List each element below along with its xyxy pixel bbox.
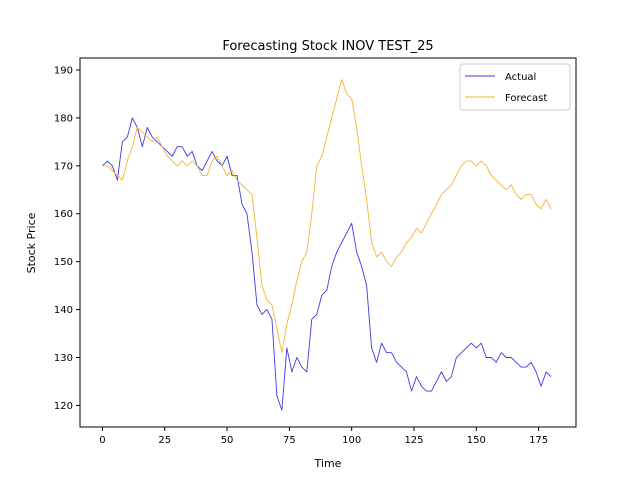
y-tick-label: 180 bbox=[54, 113, 73, 124]
x-tick-label: 25 bbox=[158, 435, 171, 446]
axes-frame bbox=[79, 57, 577, 428]
x-tick-label: 125 bbox=[404, 435, 423, 446]
series-line-forecast bbox=[102, 79, 552, 354]
x-tick-label: 0 bbox=[99, 435, 105, 446]
y-tick-label: 170 bbox=[54, 161, 73, 172]
axis-ticks: 0 25 50 75 100 125 150 175 120 130 140 150 160 170 180… bbox=[54, 65, 548, 446]
series-line-actual bbox=[102, 117, 552, 411]
x-tick-label: 150 bbox=[467, 435, 486, 446]
y-tick-label: 150 bbox=[54, 257, 73, 268]
chart-title: Forecasting Stock INOV TEST_25 bbox=[222, 39, 433, 54]
legend-label-actual: Actual bbox=[505, 72, 536, 83]
y-tick-label: 160 bbox=[54, 209, 73, 220]
series-layer bbox=[102, 79, 552, 411]
x-axis-label: Time bbox=[314, 457, 342, 470]
x-tick-label: 75 bbox=[283, 435, 296, 446]
x-tick-label: 175 bbox=[529, 435, 548, 446]
y-tick-label: 190 bbox=[54, 65, 73, 76]
y-tick-label: 130 bbox=[54, 353, 73, 364]
y-tick-label: 120 bbox=[54, 401, 73, 412]
legend-label-forecast: Forecast bbox=[505, 93, 547, 104]
x-tick-label: 50 bbox=[221, 435, 234, 446]
y-tick-label: 140 bbox=[54, 305, 73, 316]
legend: Actual Forecast bbox=[459, 63, 571, 111]
x-tick-label: 100 bbox=[342, 435, 361, 446]
y-axis-label: Stock Price bbox=[25, 212, 38, 273]
